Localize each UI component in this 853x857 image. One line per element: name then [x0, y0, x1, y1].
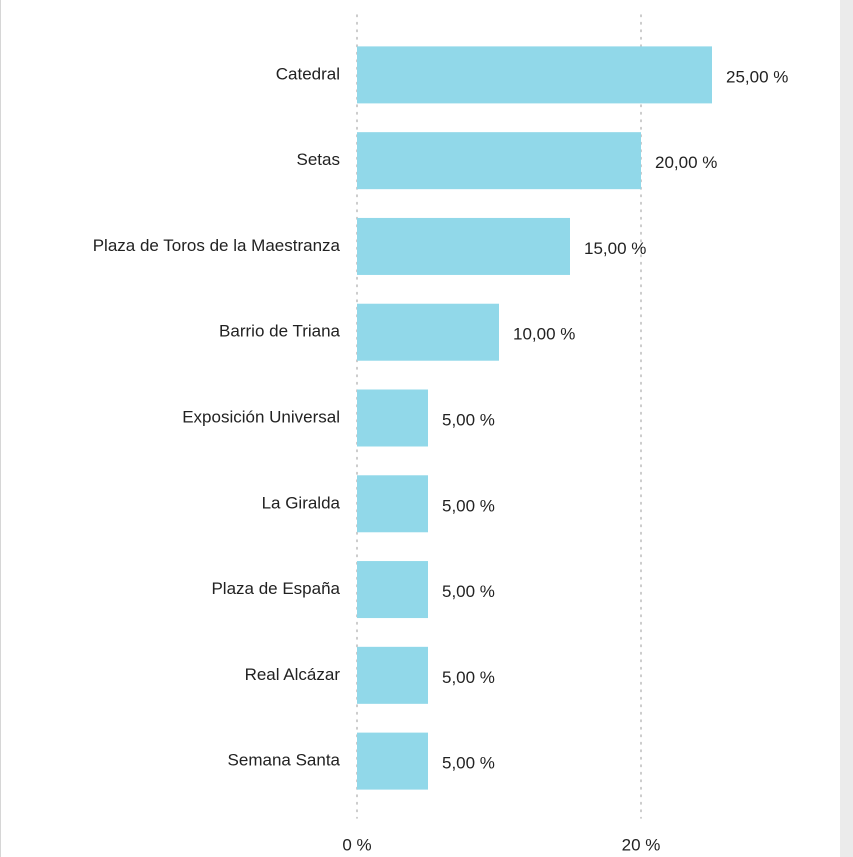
- y-tick-label: Barrio de Triana: [219, 322, 340, 341]
- bar: [357, 646, 428, 704]
- y-tick-label: Semana Santa: [228, 751, 341, 770]
- y-tick-label: Exposición Universal: [182, 407, 340, 426]
- x-tick-label: 20 %: [622, 835, 661, 854]
- value-label: 5,00 %: [442, 754, 495, 773]
- bar: [357, 46, 712, 104]
- bar: [357, 217, 570, 275]
- value-label: 5,00 %: [442, 582, 495, 601]
- y-tick-label: Plaza de Toros de la Maestranza: [93, 236, 341, 255]
- bar: [357, 475, 428, 533]
- bar: [357, 389, 428, 447]
- value-label: 20,00 %: [655, 153, 717, 172]
- value-label: 5,00 %: [442, 496, 495, 515]
- y-tick-label: La Giralda: [262, 493, 341, 512]
- value-label: 5,00 %: [442, 410, 495, 429]
- y-tick-label: Plaza de España: [211, 579, 340, 598]
- x-tick-label: 0 %: [342, 835, 371, 854]
- value-label: 15,00 %: [584, 239, 646, 258]
- value-label: 25,00 %: [726, 67, 788, 86]
- bar: [357, 303, 499, 361]
- bar: [357, 732, 428, 790]
- y-tick-label: Catedral: [276, 64, 340, 83]
- value-label: 5,00 %: [442, 668, 495, 687]
- y-tick-label: Setas: [297, 150, 340, 169]
- bar: [357, 132, 641, 190]
- y-tick-label: Real Alcázar: [245, 665, 341, 684]
- bar: [357, 561, 428, 619]
- value-label: 10,00 %: [513, 325, 575, 344]
